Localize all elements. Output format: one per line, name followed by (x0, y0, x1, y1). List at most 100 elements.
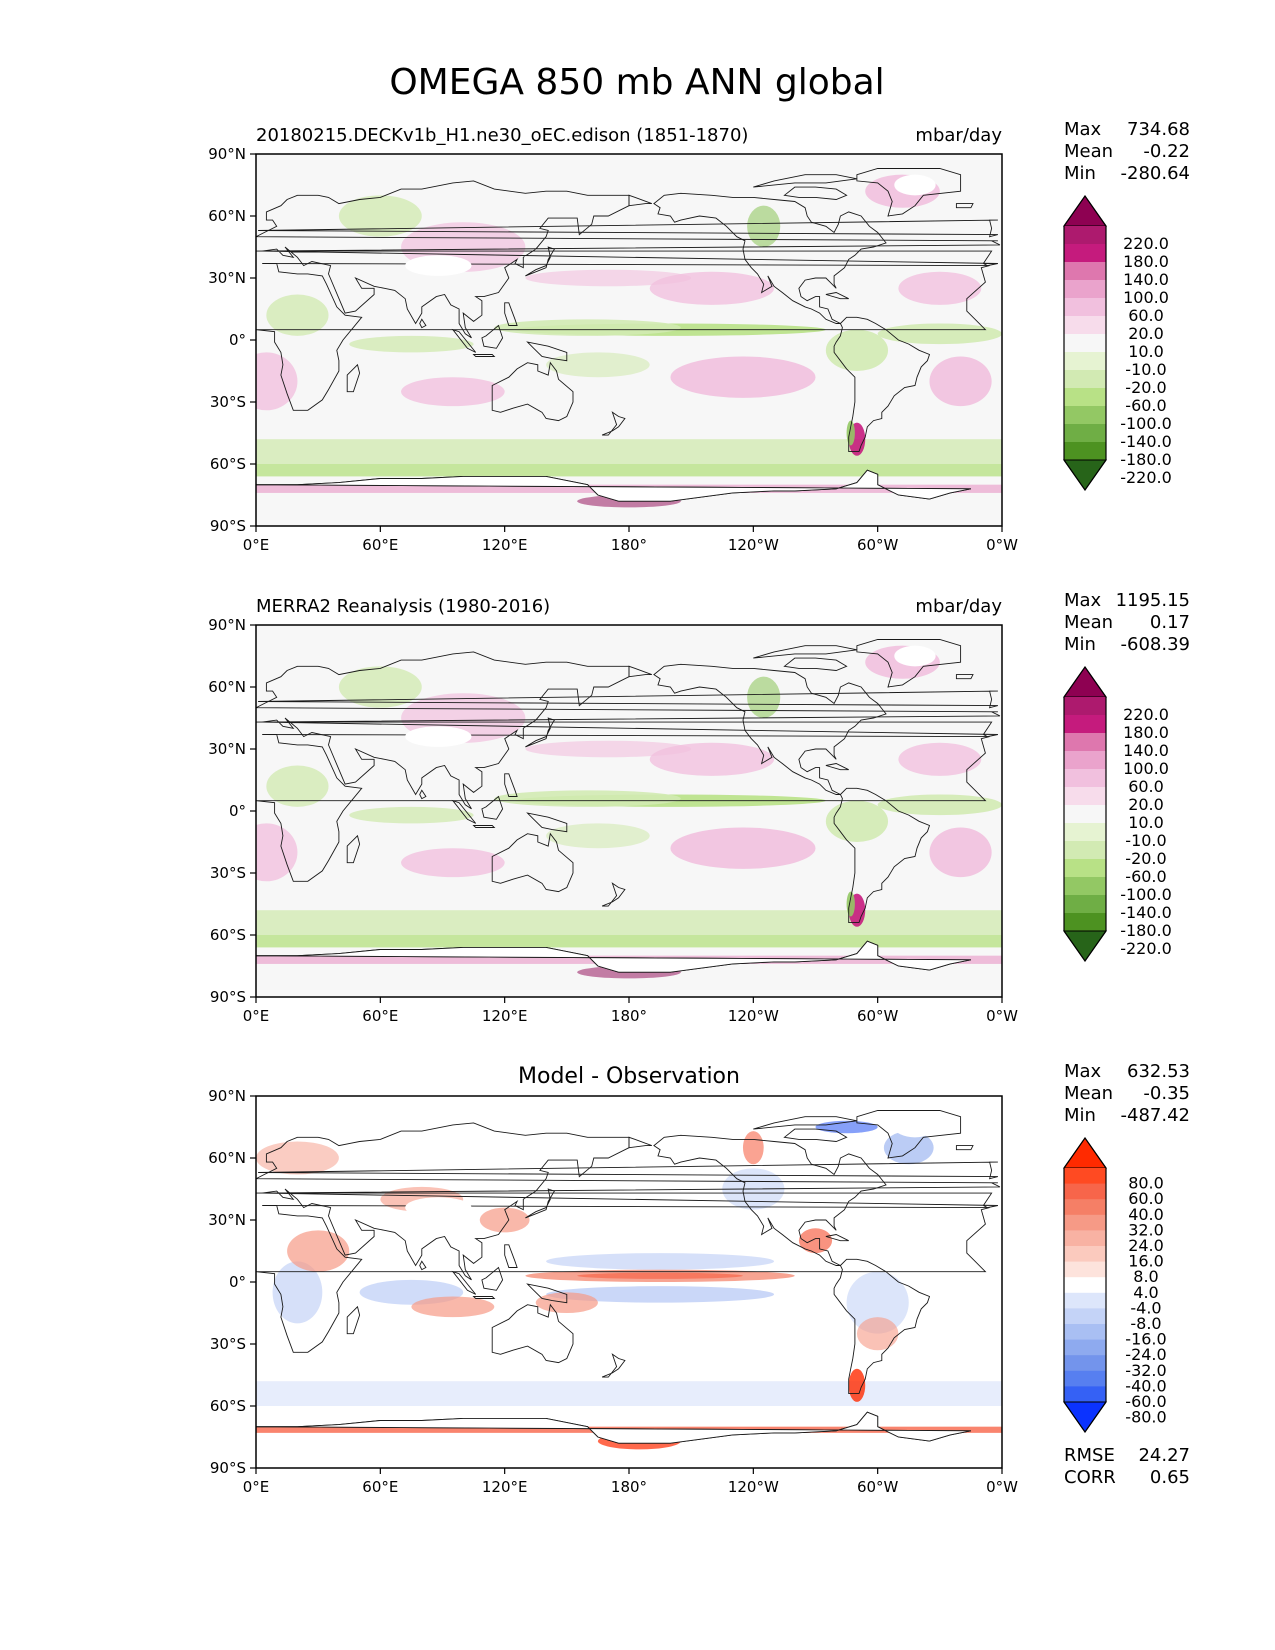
y-tick-label: 60°N (208, 1149, 246, 1167)
x-tick-label: 120°W (728, 1478, 779, 1496)
map-area (256, 154, 1002, 526)
colorbar-tick-label: 140.0 (1123, 270, 1169, 289)
field-blob (525, 269, 692, 287)
colorbar-tick-label: 100.0 (1123, 288, 1169, 307)
coastline (833, 787, 931, 924)
stat-min-value: -280.64 (1121, 163, 1190, 184)
y-tick-label: 90°S (210, 988, 246, 1006)
colorbar-swatch (1064, 715, 1106, 734)
coastline (451, 1270, 477, 1295)
coastline (419, 318, 427, 329)
coastline (856, 1110, 962, 1159)
colorbar-tick-label: 10.0 (1128, 342, 1164, 361)
colorbar-tick-label: -40.0 (1125, 1376, 1166, 1395)
colorbar-tick-label: 10.0 (1128, 813, 1164, 832)
field-blob (401, 377, 505, 407)
masked-greenland (894, 645, 936, 667)
colorbar-swatch (1064, 226, 1106, 245)
colorbar-tick-label: -140.0 (1120, 432, 1172, 451)
colorbar-swatch (1064, 442, 1106, 461)
field-blob (898, 742, 982, 776)
metric-corr-label: CORR (1064, 1467, 1116, 1488)
coastline (525, 1188, 556, 1219)
panel-units: mbar/day (915, 596, 1002, 617)
colorbar-swatch (1064, 841, 1106, 860)
coastline (504, 302, 518, 326)
colorbar-tick-label: -8.0 (1130, 1314, 1161, 1333)
field-blob (287, 1230, 350, 1272)
colorbar-tick-label: -32.0 (1125, 1361, 1166, 1380)
colorbar-swatch (1064, 859, 1106, 878)
field-blob (846, 420, 855, 446)
colorbar-tick-label: -80.0 (1125, 1408, 1166, 1427)
colorbar-extend-max (1063, 195, 1107, 227)
x-tick-label: 120°E (482, 1007, 528, 1025)
colorbar-swatch (1064, 316, 1106, 335)
coastline (258, 1161, 999, 1180)
field-blob (877, 323, 1002, 345)
colorbar-tick-label: -60.0 (1125, 396, 1166, 415)
field-blob (494, 790, 681, 807)
colorbar-swatch (1064, 1386, 1106, 1403)
colorbar-swatch (1064, 406, 1106, 425)
coastline (526, 341, 568, 362)
coastline (653, 663, 887, 795)
field-blob (898, 271, 982, 305)
colorbar-tick-label: -4.0 (1130, 1298, 1161, 1317)
field-blob (815, 1120, 878, 1134)
colorbar-tick-label: -140.0 (1120, 903, 1172, 922)
field-blob (349, 806, 474, 824)
x-tick-label: 0°E (243, 1478, 270, 1496)
y-tick-label: 60°S (210, 1397, 246, 1415)
coastline (258, 690, 999, 709)
field-blob (411, 1296, 495, 1318)
masked-plateau (405, 726, 472, 747)
field-blob (670, 827, 816, 869)
colorbar-swatch (1064, 1230, 1106, 1247)
stat-mean-value: 0.17 (1150, 612, 1190, 633)
x-axis: 0°E 60°E 120°E 180° 120°W 60°W 0°W (243, 997, 1018, 1025)
coastline-layer (256, 168, 1001, 526)
metric-rmse-value: 24.27 (1138, 1445, 1190, 1466)
x-tick-label: 180° (611, 536, 647, 554)
coastline (526, 1283, 568, 1304)
error-metrics: RMSE 24.27 CORR 0.65 (1064, 1445, 1190, 1488)
field-blob (670, 356, 816, 398)
masked-plateau (405, 255, 472, 276)
colorbar-tick-label: -180.0 (1120, 921, 1172, 940)
coastline (481, 324, 504, 349)
colorbar-swatch (1064, 769, 1106, 788)
colorbar-tick-label: 24.0 (1128, 1236, 1164, 1255)
x-tick-label: 0°E (243, 1007, 270, 1025)
field-band (256, 1381, 1002, 1406)
colorbar: 220.0180.0140.0100.060.020.010.0-10.0-20… (1063, 665, 1172, 963)
x-tick-label: 60°E (362, 1007, 398, 1025)
panel-reference: MERRA2 Reanalysis (1980-2016) mbar/day 0… (208, 590, 1190, 1025)
y-tick-label: 0° (229, 802, 246, 820)
colorbar-tick-label: 60.0 (1128, 777, 1164, 796)
colorbar-swatch (1064, 1370, 1106, 1387)
colorbar-swatch (1064, 1355, 1106, 1372)
colorbar: 80.060.040.032.024.016.08.04.0-4.0-8.0-1… (1063, 1136, 1167, 1434)
colorbar-swatch (1064, 1339, 1106, 1356)
map-area (256, 625, 1002, 997)
colorbar-tick-label: -20.0 (1125, 849, 1166, 868)
stat-max-label: Max (1064, 590, 1102, 611)
colorbar-swatch (1064, 1246, 1106, 1263)
colorbar-tick-label: 4.0 (1133, 1283, 1158, 1302)
colorbar-tick-label: -20.0 (1125, 378, 1166, 397)
coastline (256, 1122, 1001, 1281)
stat-mean-label: Mean (1064, 1083, 1113, 1104)
x-tick-label: 60°E (362, 1478, 398, 1496)
colorbar-swatch (1064, 1214, 1106, 1231)
coastline (955, 1145, 974, 1151)
colorbar-swatch (1064, 823, 1106, 842)
field-blob (877, 794, 1002, 816)
field-blob (256, 1141, 339, 1175)
coastline (833, 316, 931, 453)
stats-box: Max 734.68 Mean -0.22 Min -280.64 (1064, 119, 1190, 184)
field-blob (338, 666, 422, 708)
coastline (833, 1258, 931, 1395)
panel-test: 20180215.DECKv1b_H1.ne30_oEC.edison (185… (208, 119, 1190, 554)
masked-plateau (405, 1197, 472, 1218)
